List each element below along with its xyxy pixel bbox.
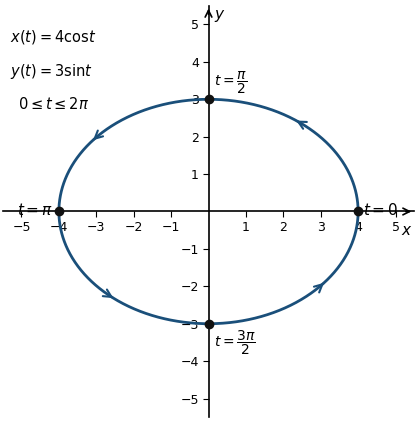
Text: $y$: $y$ [214, 8, 226, 24]
Text: $t=\dfrac{\pi}{2}$: $t=\dfrac{\pi}{2}$ [214, 70, 247, 96]
Text: $t=0$: $t=0$ [363, 202, 398, 217]
Text: $t=\pi$: $t=\pi$ [17, 202, 53, 217]
Text: $x(t) = 4\mathrm{cos}t$: $x(t) = 4\mathrm{cos}t$ [10, 28, 96, 46]
Text: $x$: $x$ [401, 223, 412, 238]
Text: $t=\dfrac{3\pi}{2}$: $t=\dfrac{3\pi}{2}$ [214, 328, 256, 357]
Text: $y(t) = 3\mathrm{sin}t$: $y(t) = 3\mathrm{sin}t$ [10, 62, 93, 81]
Text: $0 \leq t \leq 2\pi$: $0 \leq t \leq 2\pi$ [18, 96, 89, 112]
